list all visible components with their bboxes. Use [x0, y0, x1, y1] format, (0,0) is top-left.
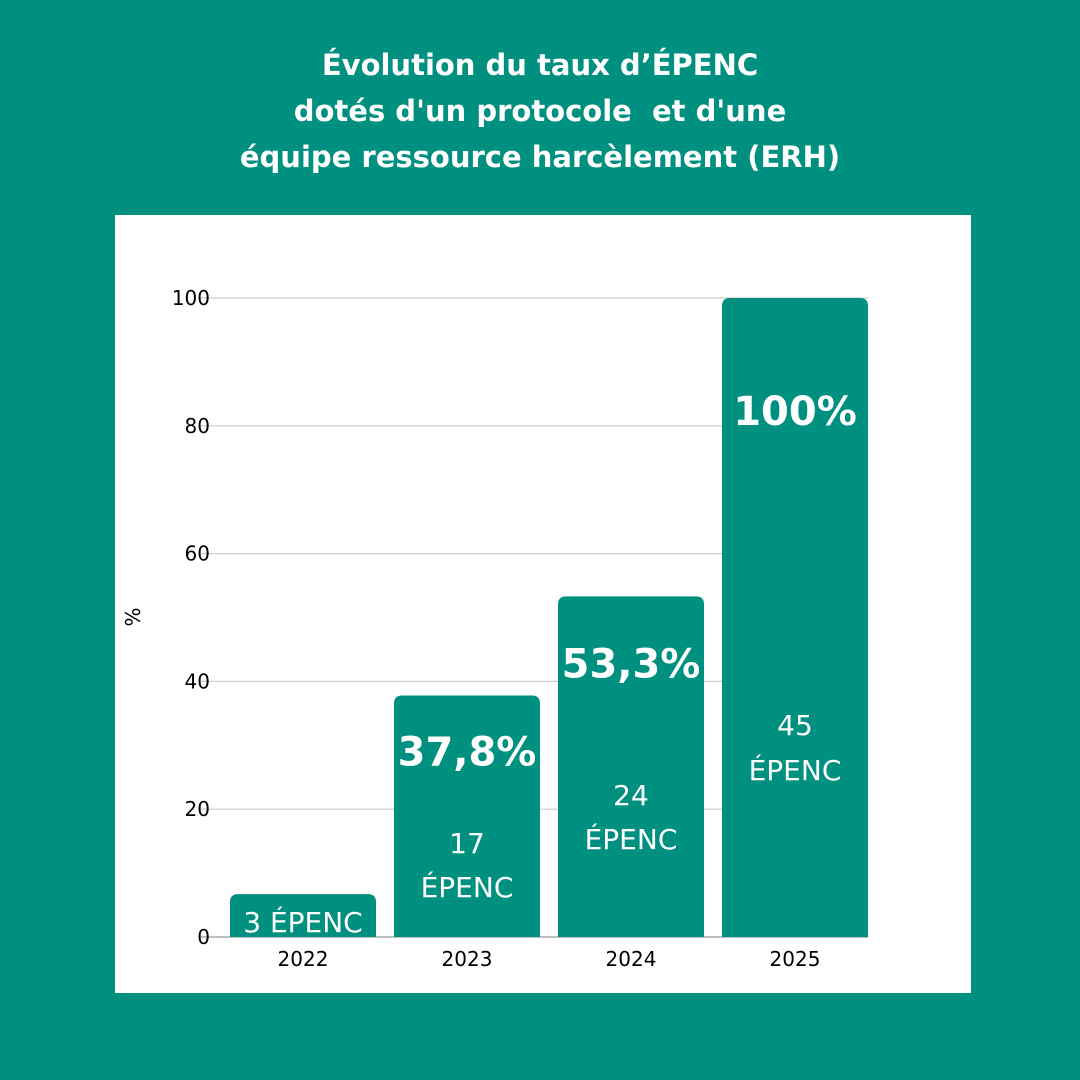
- x-tick-label: 2023: [442, 947, 493, 971]
- chart-title: Évolution du taux d’ÉPENC dotés d'un pro…: [0, 42, 1080, 180]
- y-tick-label: 60: [185, 542, 210, 566]
- y-axis-label: %: [121, 607, 145, 626]
- y-tick-label: 40: [185, 669, 210, 693]
- count-label: 45: [777, 709, 813, 742]
- bar-2025: [722, 298, 868, 937]
- x-tick-label: 2022: [278, 947, 329, 971]
- baseline-mask: [228, 938, 378, 946]
- count-label: 17: [449, 827, 485, 860]
- title-line: dotés d'un protocole et d'une: [293, 94, 787, 128]
- count-label: ÉPENC: [585, 822, 678, 856]
- value-label: 53,3%: [562, 641, 701, 687]
- y-tick-label: 0: [197, 925, 210, 949]
- count-label: ÉPENC: [421, 870, 514, 904]
- bar-2024: [558, 596, 704, 937]
- bar-2023: [394, 695, 540, 937]
- count-label: 24: [613, 779, 649, 812]
- value-label: 100%: [733, 389, 857, 435]
- count-label: 3 ÉPENC: [243, 905, 362, 939]
- y-tick-label: 80: [185, 414, 210, 438]
- value-label: 37,8%: [398, 729, 537, 775]
- count-label: ÉPENC: [749, 753, 842, 787]
- x-tick-label: 2025: [770, 947, 821, 971]
- bar-2022: [230, 894, 376, 937]
- title-line: Évolution du taux d’ÉPENC: [321, 48, 759, 82]
- x-tick-label: 2024: [606, 947, 657, 971]
- title-line: équipe ressource harcèlement (ERH): [239, 140, 841, 174]
- y-tick-label: 100: [172, 286, 210, 310]
- y-tick-label: 20: [185, 797, 210, 821]
